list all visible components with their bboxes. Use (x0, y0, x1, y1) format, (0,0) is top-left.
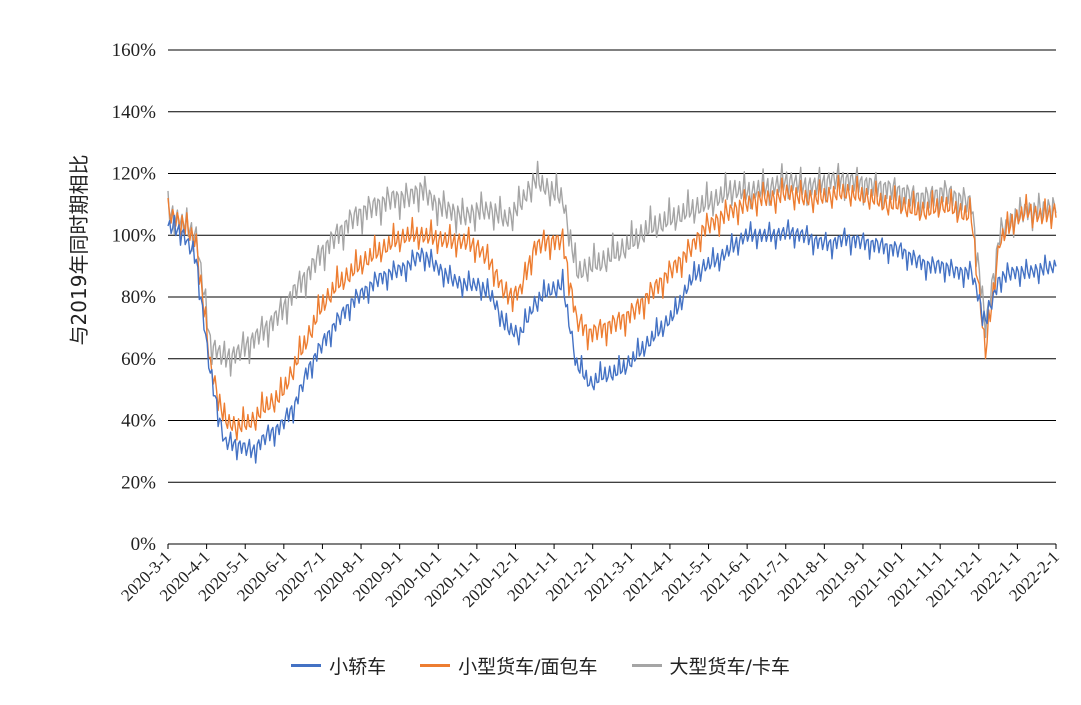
x-tick-labels: 2020-3-12020-4-12020-5-12020-6-12020-7-1… (117, 544, 1063, 611)
gridlines (168, 49, 1056, 545)
legend-item-trucks: 大型货车/卡车 (631, 652, 790, 679)
legend-swatch-vans (420, 664, 451, 667)
y-axis-label: 与2019年同时期相比 (67, 155, 91, 346)
y-tick-label: 20% (121, 472, 156, 493)
legend-swatch-trucks (631, 664, 662, 667)
y-tick-label: 60% (121, 349, 156, 370)
series-line-1 (167, 174, 1057, 441)
y-tick-label: 160% (112, 40, 157, 61)
y-tick-labels: 0% 20% 40% 60% 80% 100% 120% 140% 160% (112, 40, 157, 555)
y-tick-label: 120% (112, 164, 157, 185)
legend-item-vans: 小型货车/面包车 (420, 652, 598, 679)
y-tick-label: 100% (112, 225, 157, 246)
legend-swatch-cars (291, 664, 322, 667)
legend: 小轿车 小型货车/面包车 大型货车/卡车 (0, 652, 1081, 679)
series-line-2 (167, 160, 1057, 377)
legend-item-cars: 小轿车 (291, 652, 386, 679)
y-tick-label: 0% (131, 534, 157, 555)
legend-label-trucks: 大型货车/卡车 (669, 656, 790, 678)
y-tick-label: 40% (121, 411, 156, 432)
y-tick-label: 140% (112, 102, 157, 123)
y-tick-label: 80% (121, 287, 156, 308)
legend-label-vans: 小型货车/面包车 (458, 656, 598, 678)
series-lines (167, 160, 1057, 464)
series-line-0 (167, 214, 1057, 464)
legend-label-cars: 小轿车 (329, 656, 387, 678)
